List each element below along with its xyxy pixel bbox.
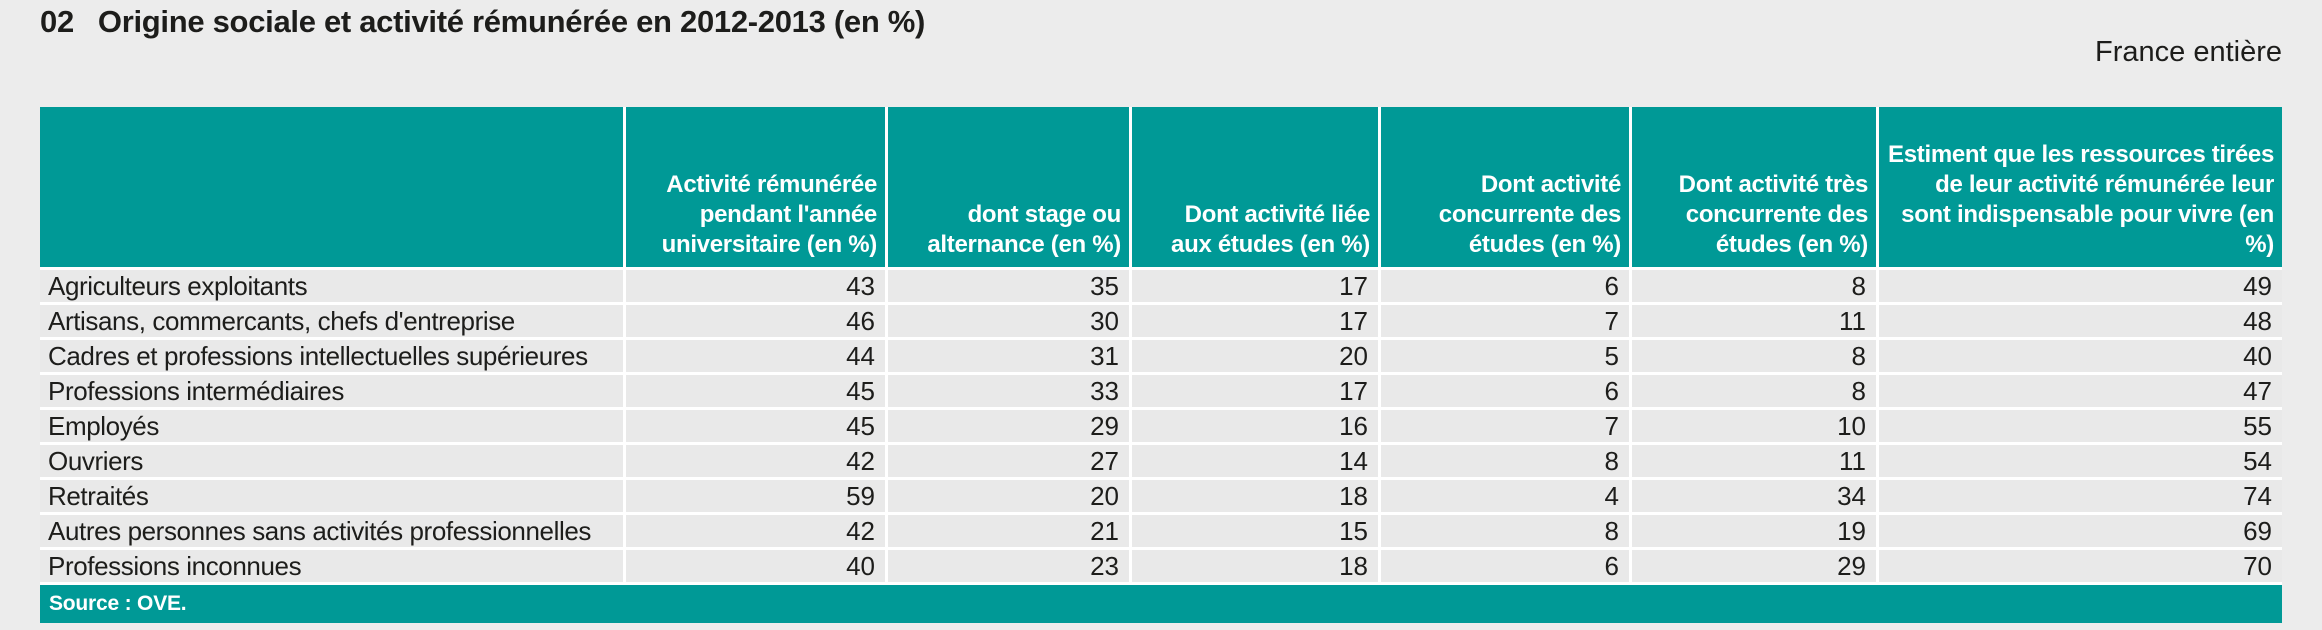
- value-cell: 7: [1381, 305, 1629, 337]
- value-cell: 29: [888, 410, 1129, 442]
- figure-title-text: Origine sociale et activité rémunérée en…: [97, 4, 926, 39]
- value-cell: 11: [1632, 305, 1876, 337]
- value-cell: 17: [1132, 305, 1378, 337]
- value-cell: 42: [626, 515, 885, 547]
- row-label: Ouvriers: [40, 445, 623, 477]
- row-label: Agriculteurs exploitants: [40, 270, 623, 302]
- value-cell: 45: [626, 410, 885, 442]
- value-cell: 45: [626, 375, 885, 407]
- value-cell: 33: [888, 375, 1129, 407]
- value-cell: 59: [626, 480, 885, 512]
- column-header-rowlabels: [40, 107, 623, 267]
- page-title: 02 Origine sociale et activité rémunérée …: [40, 4, 925, 40]
- value-cell: 55: [1879, 410, 2282, 442]
- value-cell: 31: [888, 340, 1129, 372]
- value-cell: 5: [1381, 340, 1629, 372]
- column-header-activite-liee-etudes: Dont activité liée aux études (en %): [1132, 107, 1378, 267]
- column-header-activite-remuneree: Activité rémunérée pendant l'année unive…: [626, 107, 885, 267]
- value-cell: 17: [1132, 375, 1378, 407]
- value-cell: 46: [626, 305, 885, 337]
- value-cell: 15: [1132, 515, 1378, 547]
- row-label: Cadres et professions intellectuelles su…: [40, 340, 623, 372]
- value-cell: 10: [1632, 410, 1876, 442]
- row-label: Retraités: [40, 480, 623, 512]
- region-label: France entière: [2095, 36, 2282, 68]
- value-cell: 30: [888, 305, 1129, 337]
- value-cell: 20: [1132, 340, 1378, 372]
- value-cell: 35: [888, 270, 1129, 302]
- value-cell: 16: [1132, 410, 1378, 442]
- value-cell: 20: [888, 480, 1129, 512]
- data-table: Activité rémunérée pendant l'année unive…: [40, 107, 2282, 623]
- value-cell: 8: [1632, 270, 1876, 302]
- column-header-activite-concurrente: Dont activité concurrente des études (en…: [1381, 107, 1629, 267]
- value-cell: 8: [1632, 340, 1876, 372]
- value-cell: 8: [1632, 375, 1876, 407]
- row-label: Artisans, commercants, chefs d'entrepris…: [40, 305, 623, 337]
- value-cell: 8: [1381, 445, 1629, 477]
- value-cell: 4: [1381, 480, 1629, 512]
- value-cell: 11: [1632, 445, 1876, 477]
- value-cell: 48: [1879, 305, 2282, 337]
- value-cell: 29: [1632, 550, 1876, 582]
- value-cell: 70: [1879, 550, 2282, 582]
- value-cell: 8: [1381, 515, 1629, 547]
- figure-number: 02: [40, 4, 74, 39]
- row-label: Professions inconnues: [40, 550, 623, 582]
- value-cell: 49: [1879, 270, 2282, 302]
- value-cell: 17: [1132, 270, 1378, 302]
- value-cell: 34: [1632, 480, 1876, 512]
- column-header-ressources-indispensables: Estiment que les ressources tirées de le…: [1879, 107, 2282, 267]
- value-cell: 6: [1381, 270, 1629, 302]
- value-cell: 43: [626, 270, 885, 302]
- value-cell: 54: [1879, 445, 2282, 477]
- value-cell: 74: [1879, 480, 2282, 512]
- value-cell: 7: [1381, 410, 1629, 442]
- value-cell: 14: [1132, 445, 1378, 477]
- value-cell: 40: [1879, 340, 2282, 372]
- row-label: Professions intermédiaires: [40, 375, 623, 407]
- value-cell: 47: [1879, 375, 2282, 407]
- value-cell: 23: [888, 550, 1129, 582]
- value-cell: 40: [626, 550, 885, 582]
- value-cell: 19: [1632, 515, 1876, 547]
- value-cell: 42: [626, 445, 885, 477]
- column-header-activite-tres-concurrente: Dont activité très concurrente des étude…: [1632, 107, 1876, 267]
- value-cell: 27: [888, 445, 1129, 477]
- value-cell: 6: [1381, 550, 1629, 582]
- row-label: Employés: [40, 410, 623, 442]
- value-cell: 6: [1381, 375, 1629, 407]
- source-bar: Source : OVE.: [40, 585, 2282, 623]
- row-label: Autres personnes sans activités professi…: [40, 515, 623, 547]
- column-header-stage-alternance: dont stage ou alternance (en %): [888, 107, 1129, 267]
- value-cell: 21: [888, 515, 1129, 547]
- value-cell: 18: [1132, 550, 1378, 582]
- value-cell: 44: [626, 340, 885, 372]
- value-cell: 69: [1879, 515, 2282, 547]
- value-cell: 18: [1132, 480, 1378, 512]
